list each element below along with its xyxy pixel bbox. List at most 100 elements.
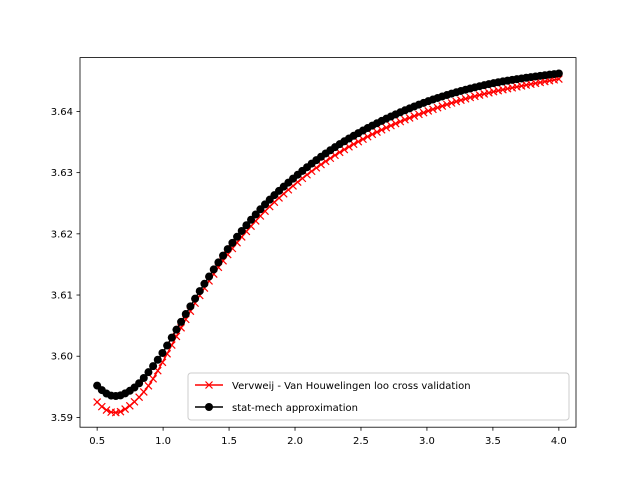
data-point (223, 245, 232, 254)
data-point (149, 374, 158, 383)
x-tick-label: 3.5 (485, 436, 501, 447)
x-tick-label: 2.5 (353, 436, 369, 447)
legend-marker-series-2 (205, 403, 213, 411)
data-point (531, 79, 540, 88)
data-point (121, 405, 130, 414)
data-point (419, 108, 428, 117)
data-point (461, 94, 470, 103)
data-point (200, 279, 209, 288)
data-point (522, 81, 531, 89)
data-point (228, 238, 237, 247)
data-point (368, 130, 377, 139)
y-tick-label: 3.64 (51, 107, 73, 118)
legend-marker-series-1 (205, 381, 213, 389)
data-point (219, 251, 228, 260)
data-point (433, 103, 442, 112)
x-tick-label: 1.0 (155, 436, 171, 447)
data-point (233, 232, 242, 241)
x-tick-label: 1.5 (221, 436, 237, 447)
y-tick-label: 3.60 (51, 352, 73, 363)
data-point (526, 80, 535, 89)
data-point (494, 86, 503, 95)
data-point (387, 121, 395, 130)
data-point (181, 310, 190, 319)
data-point (508, 83, 517, 92)
data-point (429, 105, 437, 114)
data-point (195, 287, 204, 296)
data-point (475, 91, 484, 100)
data-point (139, 387, 148, 396)
data-point (503, 84, 512, 93)
y-tick-label: 3.59 (51, 413, 73, 424)
series-layer (93, 69, 563, 417)
x-tick-label: 2.0 (287, 436, 303, 447)
data-point (177, 317, 186, 326)
data-point (209, 265, 218, 274)
y-axis: 3.59 3.60 3.61 3.62 3.63 3.64 (51, 107, 80, 424)
data-point (480, 89, 489, 98)
legend: Vervweij - Van Houwelingen loo cross val… (187, 372, 570, 421)
data-point (466, 93, 475, 102)
data-point (359, 135, 367, 144)
y-tick-label: 3.62 (51, 229, 73, 240)
x-axis: 0.5 1.0 1.5 2.0 2.5 3.0 3.5 4.0 (89, 427, 567, 447)
data-point (382, 123, 391, 132)
data-point (447, 99, 456, 107)
data-point (116, 407, 125, 416)
data-point (242, 221, 251, 230)
series-2 (93, 69, 563, 400)
data-point (512, 82, 521, 91)
data-point (97, 402, 106, 411)
data-point (456, 96, 465, 105)
y-tick-label: 3.61 (51, 291, 73, 302)
data-point (363, 132, 372, 141)
data-point (554, 69, 563, 78)
data-point (144, 381, 153, 390)
data-point (251, 210, 260, 219)
data-point (377, 125, 386, 134)
y-tick-label: 3.63 (51, 168, 73, 179)
axes-frame (79, 57, 577, 428)
data-point (396, 117, 405, 126)
data-point (354, 137, 363, 146)
data-point (149, 362, 158, 371)
data-point (139, 373, 148, 382)
data-point (498, 85, 507, 94)
data-point (405, 113, 414, 122)
data-point (489, 87, 498, 96)
data-point (536, 78, 545, 87)
data-point (102, 406, 111, 415)
x-tick-label: 4.0 (551, 436, 567, 447)
data-point (470, 92, 479, 101)
data-point (153, 355, 162, 364)
x-tick-label: 0.5 (89, 436, 105, 447)
data-point (135, 379, 144, 388)
data-point (191, 294, 200, 303)
data-point (167, 333, 176, 342)
legend-label-series-1: Vervweij - Van Houwelingen loo cross val… (232, 381, 471, 392)
data-point (452, 97, 461, 106)
data-point (410, 112, 419, 121)
data-point (415, 110, 423, 119)
data-point (424, 107, 433, 115)
data-point (144, 368, 153, 377)
data-point (237, 226, 246, 235)
data-point (442, 100, 451, 109)
data-point (247, 215, 256, 224)
legend-label-series-2: stat-mech approximation (232, 403, 358, 414)
data-point (438, 102, 447, 110)
data-point (163, 341, 172, 350)
data-point (205, 272, 214, 281)
series-1 (93, 75, 563, 417)
data-point (401, 115, 409, 124)
data-point (349, 140, 358, 149)
data-point (484, 88, 493, 97)
data-point (186, 302, 195, 311)
data-point (172, 325, 181, 334)
data-point (158, 348, 167, 357)
legend-box (187, 372, 570, 421)
data-point (517, 82, 526, 90)
data-point (391, 119, 400, 128)
x-tick-label: 3.0 (419, 436, 435, 447)
